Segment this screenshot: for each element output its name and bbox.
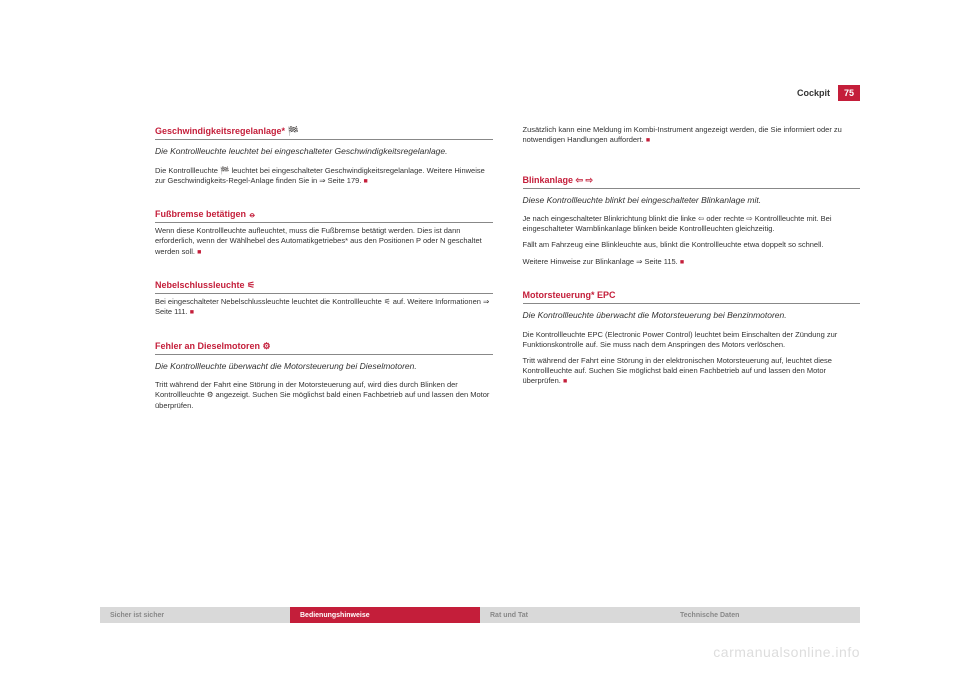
text: Zusätzlich kann eine Meldung im Kombi-In… [523, 125, 842, 144]
section-cruise-control: Geschwindigkeitsregelanlage* 🏁 Die Kontr… [155, 125, 493, 186]
text: Tritt während der Fahrt eine Störung in … [523, 356, 832, 385]
right-column: Zusätzlich kann eine Meldung im Kombi-In… [523, 125, 861, 433]
end-mark-icon: ■ [680, 259, 684, 266]
page-header: Cockpit 75 [797, 85, 860, 101]
end-mark-icon: ■ [364, 178, 368, 185]
section-title: Cockpit [797, 88, 830, 98]
section-epc: Motorsteuerung* EPC Die Kontrollleuchte … [523, 289, 861, 387]
bottom-nav: Sicher ist sicher Bedienungshinweise Rat… [100, 607, 860, 623]
manual-page: Cockpit 75 Geschwindigkeitsregelanlage* … [0, 0, 960, 678]
heading-foot-brake: Fußbremse betätigen ⦵ [155, 208, 493, 223]
section-continuation: Zusätzlich kann eine Meldung im Kombi-In… [523, 125, 861, 146]
nav-tab-operating[interactable]: Bedienungshinweise [290, 607, 480, 623]
page-number: 75 [838, 85, 860, 101]
heading-cruise-control: Geschwindigkeitsregelanlage* 🏁 [155, 125, 493, 140]
heading-turn-signal: Blinkanlage ⇦ ⇨ [523, 174, 861, 189]
content-columns: Geschwindigkeitsregelanlage* 🏁 Die Kontr… [155, 125, 860, 433]
body-epc-2: Tritt während der Fahrt eine Störung in … [523, 356, 861, 387]
subtitle-turn-signal: Diese Kontrollleuchte blinkt bei eingesc… [523, 195, 861, 206]
end-mark-icon: ■ [197, 249, 201, 256]
section-turn-signal: Blinkanlage ⇦ ⇨ Diese Kontrollleuchte bl… [523, 174, 861, 267]
nav-tab-safety[interactable]: Sicher ist sicher [100, 607, 290, 623]
end-mark-icon: ■ [563, 378, 567, 385]
body-turn-signal-2: Fällt am Fahrzeug eine Blinkleuchte aus,… [523, 240, 861, 250]
text: Wenn diese Kontrollleuchte aufleuchtet, … [155, 226, 482, 255]
nav-tab-tips[interactable]: Rat und Tat [480, 607, 670, 623]
text: Die Kontrollleuchte 🏁 leuchtet bei einge… [155, 166, 485, 185]
body-turn-signal-1: Je nach eingeschalteter Blinkrichtung bl… [523, 214, 861, 234]
subtitle-cruise-control: Die Kontrollleuchte leuchtet bei eingesc… [155, 146, 493, 157]
heading-epc: Motorsteuerung* EPC [523, 289, 861, 304]
section-foot-brake: Fußbremse betätigen ⦵ Wenn diese Kontrol… [155, 208, 493, 257]
end-mark-icon: ■ [646, 137, 650, 144]
body-rear-fog: Bei eingeschalteter Nebelschlussleuchte … [155, 297, 493, 318]
body-turn-signal-3: Weitere Hinweise zur Blinkanlage ⇒ Seite… [523, 257, 861, 267]
section-diesel-fault: Fehler an Dieselmotoren ⚙ Die Kontrollle… [155, 340, 493, 411]
subtitle-epc: Die Kontrollleuchte überwacht die Motors… [523, 310, 861, 321]
section-rear-fog: Nebelschlussleuchte ⚟ Bei eingeschaltete… [155, 279, 493, 318]
heading-diesel-fault: Fehler an Dieselmotoren ⚙ [155, 340, 493, 355]
body-diesel-fault: Tritt während der Fahrt eine Störung in … [155, 380, 493, 410]
body-foot-brake: Wenn diese Kontrollleuchte aufleuchtet, … [155, 226, 493, 257]
end-mark-icon: ■ [190, 309, 194, 316]
body-epc-1: Die Kontrollleuchte EPC (Electronic Powe… [523, 330, 861, 350]
watermark: carmanualsonline.info [713, 644, 860, 660]
subtitle-diesel-fault: Die Kontrollleuchte überwacht die Motors… [155, 361, 493, 372]
text: Bei eingeschalteter Nebelschlussleuchte … [155, 297, 489, 316]
heading-rear-fog: Nebelschlussleuchte ⚟ [155, 279, 493, 294]
left-column: Geschwindigkeitsregelanlage* 🏁 Die Kontr… [155, 125, 493, 433]
nav-tab-tech-data[interactable]: Technische Daten [670, 607, 860, 623]
body-continuation: Zusätzlich kann eine Meldung im Kombi-In… [523, 125, 861, 146]
text: Weitere Hinweise zur Blinkanlage ⇒ Seite… [523, 257, 678, 266]
body-cruise-control: Die Kontrollleuchte 🏁 leuchtet bei einge… [155, 166, 493, 187]
